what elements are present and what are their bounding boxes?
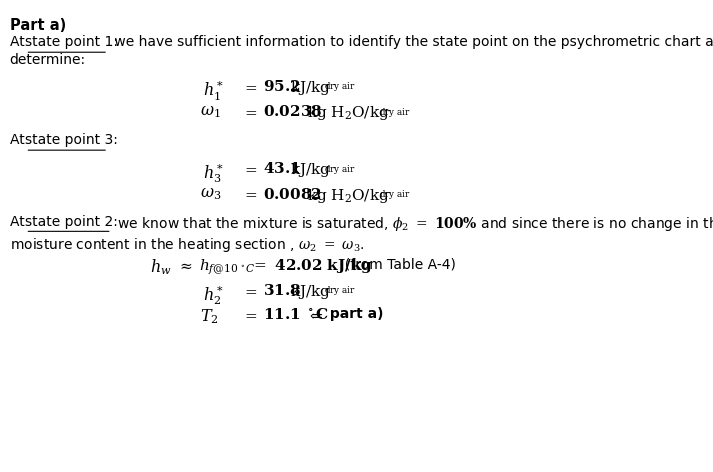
- Text: $h_2^*$: $h_2^*$: [202, 283, 224, 306]
- Text: $_{\mathrm{dry\ air}}$: $_{\mathrm{dry\ air}}$: [324, 80, 356, 93]
- Text: $\mathbf{11.1\ {^\circ}C}$: $\mathbf{11.1\ {^\circ}C}$: [263, 307, 329, 322]
- Text: moisture content in the heating section , $\omega_2$ $=$ $\omega_3$.: moisture content in the heating section …: [9, 236, 364, 254]
- Text: $\mathbf{0.0238}$: $\mathbf{0.0238}$: [263, 104, 323, 119]
- Text: $T_2$: $T_2$: [200, 307, 219, 326]
- Text: $\mathrm{kg\ H_2O/kg}$: $\mathrm{kg\ H_2O/kg}$: [307, 104, 390, 122]
- Text: $\mathbf{0.0082}$: $\mathbf{0.0082}$: [263, 186, 322, 202]
- Text: $=$: $=$: [242, 186, 258, 202]
- Text: state point 2:: state point 2:: [26, 215, 118, 228]
- Text: we have sufficient information to identify the state point on the psychrometric : we have sufficient information to identi…: [110, 35, 713, 50]
- Text: $_{\mathrm{dry\ air}}$: $_{\mathrm{dry\ air}}$: [379, 188, 411, 201]
- Text: $\Leftarrow$: $\Leftarrow$: [307, 307, 324, 322]
- Text: At: At: [9, 134, 29, 147]
- Text: $\omega_3$: $\omega_3$: [200, 186, 222, 202]
- Text: $\mathrm{kg\ H_2O/kg}$: $\mathrm{kg\ H_2O/kg}$: [307, 186, 390, 204]
- Text: part a): part a): [325, 307, 384, 321]
- Text: $\mathbf{43.1}$: $\mathbf{43.1}$: [263, 161, 301, 177]
- Text: $=$: $=$: [242, 307, 258, 322]
- Text: $\mathbf{31.8}$: $\mathbf{31.8}$: [263, 283, 301, 298]
- Text: $\omega_1$: $\omega_1$: [200, 104, 221, 120]
- Text: $=$: $=$: [242, 283, 258, 298]
- Text: $\mathrm{kJ/kg}$: $\mathrm{kJ/kg}$: [289, 283, 331, 301]
- Text: $h_1^*$: $h_1^*$: [202, 79, 224, 103]
- Text: $=$: $=$: [242, 79, 258, 94]
- Text: $=$: $=$: [242, 104, 258, 119]
- Text: Part a): Part a): [9, 18, 66, 33]
- Text: $\mathbf{95.2}$: $\mathbf{95.2}$: [263, 79, 301, 94]
- Text: determine:: determine:: [9, 53, 86, 67]
- Text: $=$: $=$: [242, 161, 258, 177]
- Text: we know that the mixture is saturated, $\phi_2$ $=$ $\mathbf{100\%}$ and since t: we know that the mixture is saturated, $…: [113, 215, 713, 233]
- Text: state point 3:: state point 3:: [26, 134, 118, 147]
- Text: At: At: [9, 35, 29, 50]
- Text: state point 1:: state point 1:: [26, 35, 118, 50]
- Text: $h_3^*$: $h_3^*$: [202, 161, 224, 185]
- Text: $_{\mathrm{dry\ air}}$: $_{\mathrm{dry\ air}}$: [324, 163, 356, 176]
- Text: $\mathrm{kJ/kg}$: $\mathrm{kJ/kg}$: [289, 79, 331, 97]
- Text: $=$ $\mathbf{42.02\ kJ/kg}$: $=$ $\mathbf{42.02\ kJ/kg}$: [251, 257, 374, 276]
- Text: $h_w$: $h_w$: [150, 257, 172, 277]
- Text: $\approx$: $\approx$: [177, 257, 193, 272]
- Text: At: At: [9, 215, 29, 228]
- Text: $_{\mathrm{dry\ air}}$: $_{\mathrm{dry\ air}}$: [324, 284, 356, 297]
- Text: (from Table A-4): (from Table A-4): [336, 257, 456, 271]
- Text: $\mathrm{kJ/kg}$: $\mathrm{kJ/kg}$: [289, 161, 331, 179]
- Text: $h_{f@10\,{^\circ}C}$: $h_{f@10\,{^\circ}C}$: [199, 257, 255, 277]
- Text: $_{\mathrm{dry\ air}}$: $_{\mathrm{dry\ air}}$: [379, 106, 411, 119]
